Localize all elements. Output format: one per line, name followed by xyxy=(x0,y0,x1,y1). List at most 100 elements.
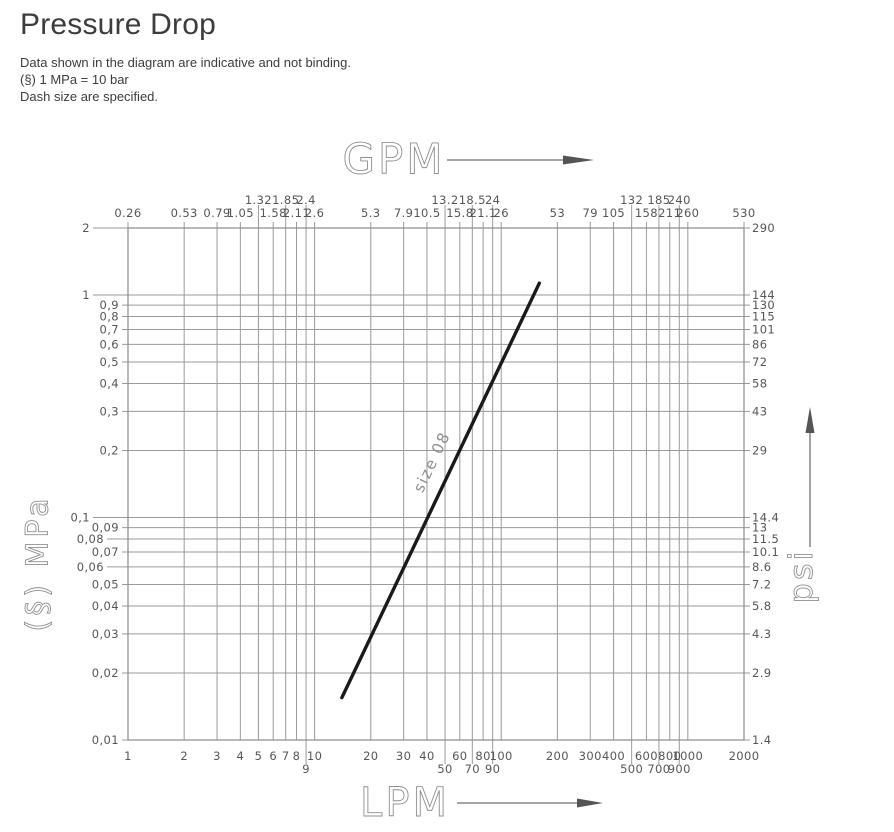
chart-notes: Data shown in the diagram are indicative… xyxy=(20,54,860,105)
gpm-arrow-head xyxy=(563,155,594,165)
gpm-tick-label: 2.11 xyxy=(283,206,310,220)
gpm-tick-label: 5.3 xyxy=(361,206,381,220)
psi-tick-label: 1.4 xyxy=(752,733,772,747)
psi-tick-label: 8.6 xyxy=(752,560,772,574)
gpm-tick-label: 53 xyxy=(550,206,565,220)
note-line: Dash size are specified. xyxy=(20,89,159,104)
lpm-tick-label: 7 xyxy=(282,749,290,763)
series-label: size 08 xyxy=(410,429,454,496)
lpm-tick-label: 1 xyxy=(124,749,132,763)
gpm-tick-label: 15.8 xyxy=(446,206,473,220)
gpm-tick-label: 24 xyxy=(485,193,500,207)
gpm-tick-label: 260 xyxy=(676,206,699,220)
psi-tick-label: 43 xyxy=(752,404,767,418)
lpm-tick-label: 9 xyxy=(302,762,310,776)
lpm-tick-label: 60 xyxy=(452,749,467,763)
gpm-tick-label: 0.79 xyxy=(203,206,230,220)
mpa-tick-label: 0,02 xyxy=(92,666,119,680)
gpm-tick-label: 18.5 xyxy=(459,193,486,207)
psi-tick-label: 2.9 xyxy=(752,666,772,680)
mpa-tick-label: 0,9 xyxy=(100,298,120,312)
psi-arrow-head xyxy=(805,407,815,433)
mpa-tick-label: 0,7 xyxy=(100,322,120,336)
gpm-tick-label: 1.32 xyxy=(245,193,272,207)
lpm-tick-label: 2000 xyxy=(729,749,760,763)
psi-tick-label: 130 xyxy=(752,298,775,312)
gpm-tick-label: 79 xyxy=(583,206,598,220)
mpa-tick-label: 0,6 xyxy=(100,337,120,351)
gpm-tick-label: 1.05 xyxy=(227,206,254,220)
psi-tick-label: 72 xyxy=(752,355,767,369)
psi-tick-label: 86 xyxy=(752,337,767,351)
psi-tick-label: 144 xyxy=(752,288,775,302)
mpa-tick-label: 0,04 xyxy=(92,599,119,613)
gpm-tick-label: 530 xyxy=(732,206,755,220)
lpm-tick-label: 4 xyxy=(236,749,244,763)
psi-tick-label: 4.3 xyxy=(752,627,772,641)
lpm-arrow-head xyxy=(577,798,603,808)
lpm-tick-label: 6 xyxy=(269,749,277,763)
gpm-tick-label: 105 xyxy=(602,206,625,220)
lpm-tick-label: 20 xyxy=(363,749,378,763)
gpm-tick-label: 185 xyxy=(647,193,670,207)
note-line: (§) 1 MPa = 10 bar xyxy=(20,72,129,87)
lpm-tick-label: 30 xyxy=(396,749,411,763)
gpm-tick-label: 13.2 xyxy=(431,193,458,207)
mpa-axis-title: (§) MPa xyxy=(21,495,56,632)
mpa-tick-label: 0,07 xyxy=(92,545,119,559)
lpm-tick-label: 500 xyxy=(620,762,643,776)
psi-tick-label: 58 xyxy=(752,377,767,391)
mpa-tick-label: 0,03 xyxy=(92,627,119,641)
lpm-tick-label: 1000 xyxy=(672,749,703,763)
gpm-tick-label: 132 xyxy=(620,193,643,207)
lpm-axis-title: LPM xyxy=(360,780,450,826)
gpm-tick-label: 240 xyxy=(668,193,691,207)
mpa-tick-label: 1 xyxy=(82,288,90,302)
mpa-tick-label: 0,4 xyxy=(100,377,120,391)
lpm-tick-label: 900 xyxy=(668,762,691,776)
psi-tick-label: 290 xyxy=(752,221,775,235)
lpm-tick-label: 70 xyxy=(465,762,480,776)
gpm-tick-label: 0.26 xyxy=(114,206,141,220)
lpm-tick-label: 700 xyxy=(647,762,670,776)
mpa-tick-label: 0,2 xyxy=(100,444,120,458)
note-line: Data shown in the diagram are indicative… xyxy=(20,55,351,70)
gpm-tick-label: 1.85 xyxy=(272,193,299,207)
mpa-tick-label: 0,05 xyxy=(92,577,119,591)
psi-tick-label: 115 xyxy=(752,310,775,324)
gpm-axis-title: GPM xyxy=(342,135,445,184)
mpa-tick-label: 0,3 xyxy=(100,404,120,418)
psi-tick-label: 13 xyxy=(752,521,767,535)
lpm-tick-label: 600 xyxy=(635,749,658,763)
lpm-tick-label: 5 xyxy=(255,749,263,763)
lpm-tick-label: 50 xyxy=(437,762,452,776)
lpm-tick-label: 3 xyxy=(213,749,221,763)
gpm-tick-label: 7.9 xyxy=(394,206,414,220)
gpm-tick-label: 1.58 xyxy=(260,206,287,220)
lpm-tick-label: 300 xyxy=(579,749,602,763)
gpm-tick-label: 2.4 xyxy=(296,193,316,207)
psi-tick-label: 10.1 xyxy=(752,545,779,559)
psi-tick-label: 101 xyxy=(752,322,775,336)
mpa-tick-label: 2 xyxy=(82,221,90,235)
lpm-tick-label: 10 xyxy=(307,749,322,763)
mpa-tick-label: 0,5 xyxy=(100,355,120,369)
psi-tick-label: 29 xyxy=(752,444,767,458)
psi-tick-label: 11.5 xyxy=(752,532,779,546)
series-line xyxy=(340,281,542,700)
gpm-tick-label: 211 xyxy=(658,206,681,220)
psi-tick-label: 7.2 xyxy=(752,577,772,591)
lpm-tick-label: 200 xyxy=(546,749,569,763)
gpm-tick-label: 26 xyxy=(493,206,508,220)
lpm-tick-label: 100 xyxy=(490,749,513,763)
psi-tick-label: 14.4 xyxy=(752,510,779,524)
plot-border xyxy=(127,227,745,741)
page-title: Pressure Drop xyxy=(20,8,217,41)
header: Pressure Drop Data shown in the diagram … xyxy=(20,8,860,105)
mpa-tick-label: 0,09 xyxy=(92,521,119,535)
mpa-tick-label: 0,08 xyxy=(77,532,104,546)
lpm-tick-label: 80 xyxy=(475,749,490,763)
gpm-tick-label: 21.1 xyxy=(470,206,497,220)
